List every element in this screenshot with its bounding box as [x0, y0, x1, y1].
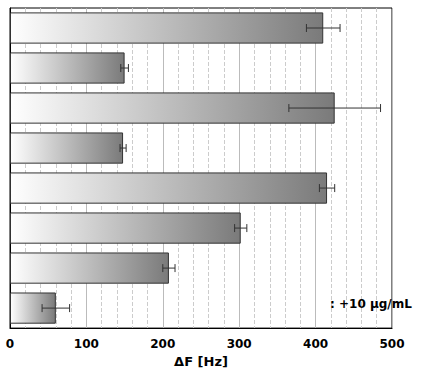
svg-text:200: 200: [150, 337, 175, 351]
svg-text:100: 100: [74, 337, 99, 351]
svg-text:300: 300: [227, 337, 252, 351]
svg-text:500: 500: [379, 337, 404, 351]
svg-text:ΔF [Hz]: ΔF [Hz]: [174, 354, 228, 369]
svg-text:0: 0: [6, 337, 14, 351]
svg-text:400: 400: [303, 337, 328, 351]
svg-text:: +10 µg/mL: : +10 µg/mL: [330, 297, 412, 311]
